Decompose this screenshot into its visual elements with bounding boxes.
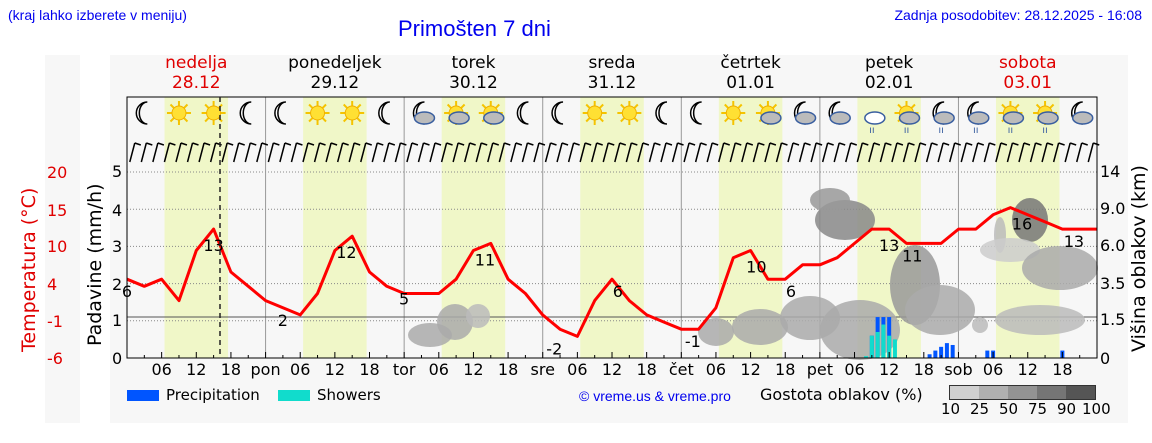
svg-text:10: 10 — [746, 258, 766, 277]
y-tick-label: 10 — [47, 237, 68, 256]
temperature-axis-panel — [45, 55, 80, 423]
svg-text:ıı: ıı — [869, 125, 875, 136]
svg-text:11: 11 — [475, 250, 495, 269]
x-tick-label: 06 — [567, 360, 588, 379]
day-label-5: petek 02.01 — [864, 53, 914, 93]
region-hint[interactable]: (kraj lahko izberete v meniju) — [8, 7, 187, 23]
y-tick-label: 20 — [47, 163, 68, 182]
x-tick-label: 12 — [740, 360, 761, 379]
y-tick-label: 5 — [112, 162, 123, 181]
x-tick-label: 06 — [151, 360, 172, 379]
x-tick-label: 06 — [705, 360, 727, 379]
svg-text:13: 13 — [203, 236, 223, 255]
day-label-1: ponedeljek 29.12 — [288, 53, 382, 93]
svg-text:13: 13 — [879, 236, 899, 255]
x-tick-label: 06 — [428, 360, 449, 379]
svg-text:13: 13 — [1064, 232, 1084, 251]
svg-text:-2: -2 — [546, 339, 562, 358]
x-tick-label: 12 — [324, 360, 346, 379]
day-label-0: nedelja 28.12 — [165, 53, 228, 93]
x-tick-label: 18 — [636, 360, 657, 379]
day-label-4: četrtek 01.01 — [720, 53, 781, 93]
svg-text:12: 12 — [336, 243, 356, 262]
y-tick-label: 4 — [112, 201, 123, 220]
y-tick-label: 3 — [112, 237, 123, 256]
x-tick-label: tor — [392, 360, 416, 379]
svg-text:ıı: ıı — [1008, 125, 1014, 136]
cloud-scale-tick: 90 — [1057, 400, 1077, 418]
svg-text:ıı: ıı — [973, 125, 979, 136]
y-tick-label: 0 — [112, 349, 123, 368]
x-tick-label: pon — [250, 360, 281, 379]
x-tick-label: pet — [806, 360, 834, 379]
y-tick-label: 2 — [112, 275, 123, 294]
y-tick-label: 9.0 — [1100, 199, 1126, 218]
x-tick-label: sre — [530, 360, 555, 379]
x-tick-label: sob — [944, 360, 973, 379]
svg-text:ıı: ıı — [938, 125, 944, 136]
copyright-link[interactable]: © vreme.us & vreme.pro — [579, 388, 731, 404]
y-tick-label: 6.0 — [1100, 236, 1126, 255]
cloud-density-legend-label: Gostota oblakov (%) — [760, 385, 923, 404]
cloud-scale-tick: 25 — [970, 400, 990, 418]
x-tick-label: 18 — [775, 360, 796, 379]
x-tick-label: 18 — [913, 360, 934, 379]
y-tick-label: -1 — [47, 312, 63, 331]
last-update: Zadnja posodobitev: 28.12.2025 - 16:08 — [894, 7, 1142, 23]
showers-legend-swatch — [278, 390, 310, 401]
svg-text:5: 5 — [399, 289, 409, 308]
svg-text:-1: -1 — [685, 332, 701, 351]
x-tick-label: 06 — [290, 360, 311, 379]
showers-legend-label: Showers — [317, 386, 381, 404]
svg-text:16: 16 — [1012, 215, 1032, 234]
svg-text:6: 6 — [613, 282, 623, 301]
day-label-3: sreda 31.12 — [587, 53, 637, 93]
x-tick-label: 12 — [1017, 360, 1038, 379]
x-tick-label: 18 — [497, 360, 519, 379]
precipitation-legend-label: Precipitation — [166, 386, 260, 404]
cloud-density-map — [408, 188, 1098, 360]
day-label-2: torek 30.12 — [449, 53, 498, 93]
x-tick-label: 12 — [186, 360, 207, 379]
y-tick-label: 14 — [1100, 162, 1121, 181]
temperature-line — [126, 206, 1097, 338]
x-tick-label: 06 — [844, 360, 865, 379]
y-tick-label: 4 — [47, 275, 58, 294]
wind-barbs — [129, 142, 1100, 163]
y-tick-label: 0 — [1100, 349, 1111, 368]
svg-text:6: 6 — [786, 282, 796, 301]
svg-text:2: 2 — [278, 311, 288, 330]
y-tick-label: 1.5 — [1100, 310, 1126, 329]
precipitation-legend-swatch — [127, 390, 159, 401]
svg-text:11: 11 — [902, 246, 922, 265]
y-tick-label: 15 — [47, 201, 68, 220]
weather-icons: ıı ıı ıı ıı ıı ıı — [135, 101, 1094, 136]
svg-text:ıı: ıı — [1042, 125, 1048, 136]
page-title: Primošten 7 dni — [398, 16, 551, 41]
x-tick-label: 18 — [220, 360, 242, 379]
svg-text:ıı: ıı — [904, 125, 910, 136]
x-tick-label: 06 — [982, 360, 1004, 379]
cloud-scale-tick: 10 — [941, 400, 961, 418]
x-tick-label: 12 — [601, 360, 623, 379]
cloud-scale-tick: 50 — [999, 400, 1019, 418]
x-tick-label: 18 — [1052, 360, 1073, 379]
day-label-6: sobota 03.01 — [998, 53, 1057, 93]
cloud-scale-tick: 75 — [1028, 400, 1048, 418]
x-tick-label: 18 — [359, 360, 380, 379]
x-tick-label: čet — [668, 360, 694, 379]
y-tick-label: 3.5 — [1100, 274, 1126, 293]
cloud-density-scale — [949, 385, 1096, 400]
y-tick-label: -6 — [47, 349, 63, 368]
x-tick-label: 12 — [878, 360, 900, 379]
y-tick-label: 1 — [112, 311, 123, 330]
cloud-scale-tick: 100 — [1082, 400, 1111, 418]
chart-frame — [126, 96, 1098, 359]
x-tick-label: 12 — [463, 360, 484, 379]
